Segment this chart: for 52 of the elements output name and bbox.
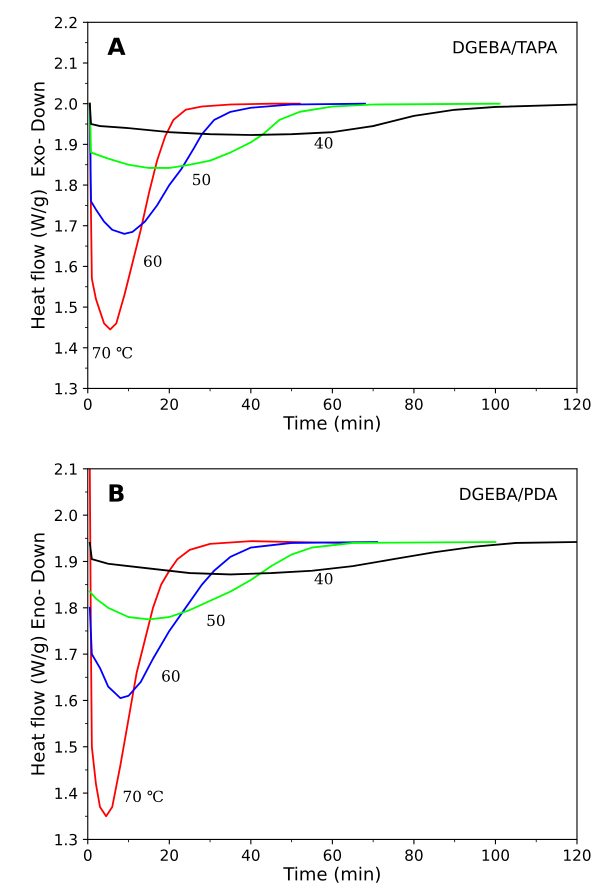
x-tick-label: 120 [564, 398, 591, 410]
x-tick-label: 20 [160, 398, 178, 410]
y-tick-label: 1.5 [55, 302, 77, 314]
y-tick-label: 2.1 [54, 57, 77, 69]
y-tick-label: 1.6 [55, 694, 78, 706]
x-tick-label: 0 [84, 398, 92, 410]
line-series [88, 102, 366, 235]
text: B [110, 484, 124, 502]
annotation: 50 [193, 174, 210, 186]
x-axis-title: Time (min) [283, 416, 380, 432]
line-series [88, 541, 378, 700]
x-tick-label: 80 [405, 849, 423, 861]
text: A [107, 38, 126, 55]
y-tick-label: 1.5 [55, 741, 77, 753]
x-tick-label: 40 [242, 849, 260, 861]
annotation: 70 ℃ [92, 346, 132, 358]
annotation: 40 [314, 572, 332, 584]
annotation: 60 [144, 255, 162, 267]
annotation: 50 [207, 614, 225, 626]
y-tick-label: 1.4 [55, 342, 78, 354]
y-axis-title: Heat flow (W/g) Eno- Down [30, 533, 48, 775]
y-tick-label: 1.8 [55, 602, 77, 614]
y-tick-label: 2.0 [54, 98, 78, 110]
y-tick-label: 1.9 [55, 556, 77, 568]
x-axis-title: Time (min) [283, 866, 380, 883]
text: DGEBA/TAPA [454, 40, 558, 55]
y-tick-label: 1.3 [55, 834, 77, 846]
y-tick-label: 2.2 [54, 16, 77, 28]
y-tick-label: 1.3 [55, 382, 77, 394]
x-tick-label: 40 [242, 398, 260, 410]
y-axis-title: Heat flow (W/g) Exo- Down [30, 82, 48, 328]
x-tick-label: 120 [564, 849, 591, 861]
y-tick-label: 1.7 [55, 220, 77, 232]
y-tick-label: 1.4 [55, 788, 78, 799]
y-tick-label: 1.8 [55, 180, 77, 192]
text: DGEBA/PDA [460, 488, 558, 502]
annotation: 60 [162, 670, 180, 682]
x-tick-label: 100 [482, 849, 510, 861]
y-tick-label: 1.9 [55, 138, 77, 150]
y-tick-label: 2.0 [54, 510, 78, 522]
annotation: 70 ℃ [124, 790, 163, 802]
x-tick-label: 100 [482, 398, 510, 410]
y-tick-label: 1.6 [55, 260, 78, 272]
line-series [88, 102, 500, 169]
y-tick-label: 2.1 [54, 463, 77, 475]
x-tick-label: 80 [405, 398, 423, 410]
x-tick-label: 20 [160, 849, 178, 861]
x-tick-label: 0 [84, 849, 92, 861]
x-tick-label: 60 [324, 849, 342, 861]
y-tick-label: 1.7 [55, 648, 77, 660]
x-tick-label: 60 [324, 398, 342, 410]
annotation: 40 [314, 137, 332, 149]
